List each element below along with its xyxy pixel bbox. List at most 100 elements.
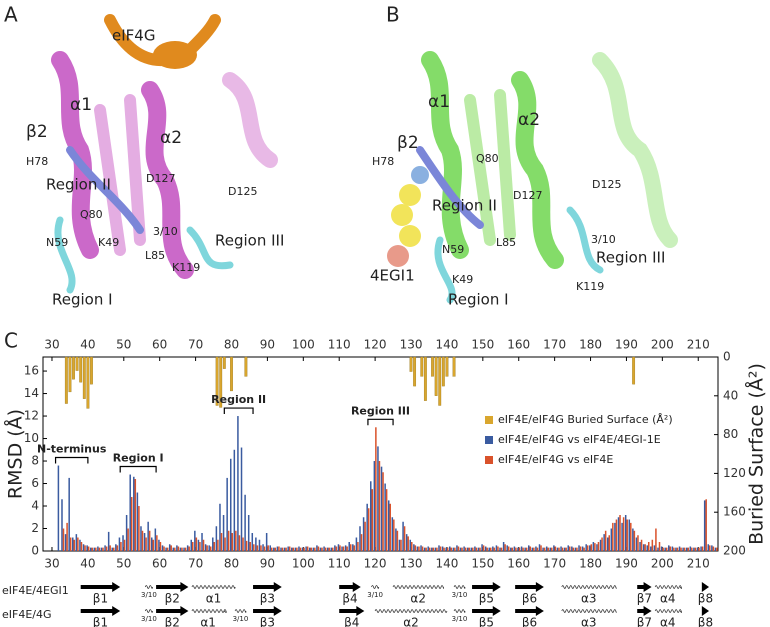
- helix: [144, 585, 153, 589]
- rmsd-bar: [140, 526, 142, 551]
- rmsd-bar: [647, 542, 650, 551]
- x-tick-label-top: 210: [687, 338, 710, 352]
- rmsd-bar: [585, 544, 587, 551]
- rmsd-bar: [497, 546, 499, 551]
- rmsd-bar: [531, 547, 534, 551]
- rmsd-bar: [436, 547, 438, 551]
- panel-letter: B: [386, 3, 400, 27]
- ss-label: β2: [165, 616, 180, 627]
- ss-label: α3: [581, 616, 597, 627]
- rmsd-bar: [687, 547, 689, 551]
- rmsd-bar: [463, 546, 465, 551]
- structure-label: Region III: [215, 232, 284, 250]
- rmsd-bar: [301, 547, 304, 551]
- rmsd-bar: [382, 472, 384, 551]
- rmsd-bar: [560, 546, 562, 551]
- rmsd-bar: [89, 547, 92, 551]
- rmsd-bar: [536, 547, 539, 551]
- rmsd-bar: [500, 547, 503, 551]
- rmsd-bar: [366, 503, 368, 551]
- rmsd-bar: [482, 545, 485, 551]
- rmsd-bar: [402, 521, 404, 551]
- rmsd-bar: [64, 534, 67, 551]
- y-tick-label: 16: [24, 364, 39, 378]
- ss-label: β4: [344, 616, 359, 627]
- rmsd-bar: [387, 500, 390, 551]
- rmsd-bar: [714, 547, 717, 551]
- rmsd-bar: [693, 547, 695, 551]
- rmsd-bar: [77, 537, 79, 551]
- y-tick-label: 4: [31, 499, 39, 513]
- rmsd-bar: [134, 479, 137, 551]
- rmsd-bar: [353, 545, 356, 551]
- rmsd-bar: [303, 547, 305, 551]
- rmsd-bar: [551, 547, 553, 551]
- rmsd-bar: [481, 544, 483, 551]
- rmsd-bar: [691, 547, 693, 551]
- rmsd-bar: [253, 544, 255, 551]
- rmsd-bar: [472, 547, 474, 551]
- rmsd-bar: [118, 537, 121, 551]
- rmsd-bar: [201, 533, 203, 551]
- y2-tick-label: 0: [723, 350, 731, 364]
- buried-surface-bar: [64, 356, 68, 404]
- rmsd-bar: [377, 446, 379, 551]
- rmsd-bar: [172, 547, 175, 551]
- rmsd-bar: [158, 539, 160, 551]
- rmsd-bar: [655, 528, 657, 551]
- rmsd-bar: [380, 466, 383, 551]
- rmsd-bar: [233, 449, 236, 551]
- rmsd-bar: [247, 515, 250, 551]
- ss-label: 3/10: [452, 615, 468, 623]
- rmsd-bar: [456, 545, 458, 551]
- rmsd-bar: [391, 517, 394, 551]
- rmsd-bar: [184, 547, 187, 551]
- helix: [453, 585, 466, 589]
- helix: [234, 609, 247, 613]
- rmsd-bar: [640, 539, 643, 551]
- rmsd-bar: [344, 545, 347, 551]
- rmsd-bar: [507, 546, 510, 551]
- rmsd-bar: [270, 547, 273, 551]
- rmsd-bar: [630, 522, 632, 551]
- rmsd-bar: [176, 545, 178, 551]
- x-tick-label-top: 70: [188, 338, 203, 352]
- buried-surface-bar: [222, 356, 226, 369]
- helix: [654, 609, 682, 613]
- x-tick-label-top: 60: [152, 338, 167, 352]
- rmsd-bar: [360, 534, 363, 551]
- rmsd-bar: [520, 546, 523, 551]
- x-tick-label: 120: [364, 557, 387, 571]
- x-tick-label: 150: [471, 557, 494, 571]
- rmsd-bar: [701, 546, 704, 551]
- y-tick-label: 10: [24, 431, 39, 445]
- rmsd-bar: [622, 517, 625, 551]
- rmsd-bar: [375, 427, 377, 551]
- ss-label: β7: [637, 616, 652, 627]
- x-tick-label-top: 120: [364, 338, 387, 352]
- rmsd-bar: [215, 526, 218, 551]
- rmsd-bar: [589, 545, 591, 551]
- rmsd-bar: [84, 545, 86, 551]
- rmsd-bar: [421, 546, 424, 551]
- rmsd-bar: [675, 547, 677, 551]
- panel-letter: C: [4, 329, 18, 353]
- ss-label: β3: [260, 616, 275, 627]
- rmsd-bar: [82, 544, 85, 551]
- rmsd-bar: [556, 547, 559, 551]
- x-tick-label: 140: [435, 557, 458, 571]
- rmsd-bar: [457, 546, 460, 551]
- rmsd-bar: [632, 528, 634, 551]
- structure-label: N59: [46, 236, 68, 249]
- rmsd-bar: [633, 530, 636, 551]
- buried-surface-bar: [79, 356, 83, 383]
- rmsd-bar: [91, 547, 93, 551]
- rmsd-bar: [535, 546, 537, 551]
- ss-label: β8: [698, 616, 713, 627]
- rmsd-bar: [565, 547, 567, 551]
- rmsd-bar: [115, 544, 117, 551]
- rmsd-bar: [95, 547, 97, 551]
- rmsd-bar: [493, 547, 496, 551]
- legend-label: eIF4E/eIF4G Buried Surface (Å²): [498, 413, 673, 426]
